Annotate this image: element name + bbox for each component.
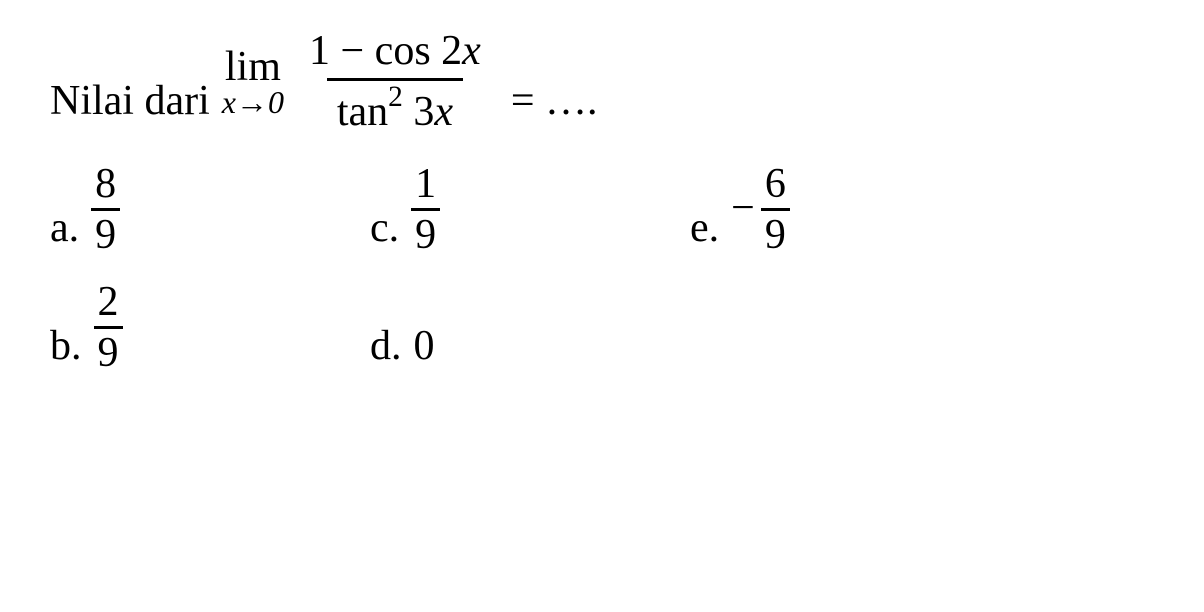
option-d-label: d. [370, 322, 402, 374]
equals-sign: = [511, 78, 535, 124]
option-e-num: 6 [761, 163, 790, 208]
option-c-num: 1 [411, 163, 440, 208]
option-d: d. 0 [370, 281, 690, 374]
option-e-fraction: 6 9 [761, 163, 790, 256]
option-a-den: 9 [91, 208, 120, 256]
dots: …. [535, 78, 598, 124]
option-c-label: c. [370, 204, 399, 256]
option-e-den: 9 [761, 208, 790, 256]
option-c: c. 1 9 [370, 163, 690, 256]
option-a-label: a. [50, 204, 79, 256]
lim-target: 0 [268, 84, 284, 120]
denominator-exp: 2 [388, 81, 403, 113]
option-b-den: 9 [94, 326, 123, 374]
option-d-value: 0 [414, 322, 435, 374]
lim-arrow: → [236, 84, 268, 120]
lim-label: lim [225, 46, 281, 88]
option-a: a. 8 9 [50, 163, 370, 256]
option-a-fraction: 8 9 [91, 163, 120, 256]
prefix-text: Nilai dari [50, 77, 210, 133]
option-a-num: 8 [91, 163, 120, 208]
denominator-coef: 3 [403, 89, 435, 135]
lim-var: x [222, 84, 236, 120]
option-c-den: 9 [411, 208, 440, 256]
numerator: 1 − cos 2x [299, 30, 491, 78]
option-c-fraction: 1 9 [411, 163, 440, 256]
option-e: e. − 6 9 [690, 163, 1010, 256]
option-b: b. 2 9 [50, 281, 370, 374]
denominator-var: x [434, 89, 453, 135]
lim-subscript: x→0 [222, 86, 284, 118]
option-b-num: 2 [94, 281, 123, 326]
option-e-sign: − [731, 184, 755, 236]
numerator-var: x [462, 28, 481, 74]
numerator-text: 1 − cos 2 [309, 28, 462, 74]
option-b-fraction: 2 9 [94, 281, 123, 374]
limit-notation: lim x→0 [222, 46, 284, 118]
question-line: Nilai dari lim x→0 1 − cos 2x tan2 3x = … [50, 30, 1154, 133]
denominator-fn: tan [337, 89, 388, 135]
denominator: tan2 3x [327, 78, 463, 133]
options-grid: a. 8 9 c. 1 9 e. − 6 9 b. 2 9 d. 0 [50, 163, 1154, 374]
option-b-label: b. [50, 322, 82, 374]
main-fraction: 1 − cos 2x tan2 3x [299, 30, 491, 133]
option-e-label: e. [690, 204, 719, 256]
limit-expression: lim x→0 1 − cos 2x tan2 3x [222, 30, 491, 133]
equals-dots: = …. [511, 77, 598, 133]
